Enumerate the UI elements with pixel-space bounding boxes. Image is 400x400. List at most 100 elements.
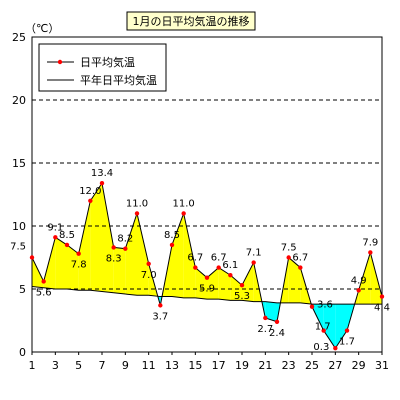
daily-temperature-point <box>181 211 186 216</box>
above-normal-area <box>32 257 44 288</box>
daily-temperature-point <box>193 265 198 270</box>
title-text: 1月の日平均気温の推移 <box>133 14 250 28</box>
data-label: 0.3 <box>313 342 329 353</box>
data-label: 7.1 <box>246 248 262 259</box>
y-tick-label: 20 <box>12 94 26 107</box>
data-label: 7.9 <box>362 237 378 248</box>
above-normal-area <box>230 275 242 301</box>
legend-daily-label: 日平均気温 <box>80 55 135 69</box>
below-normal-area <box>323 304 336 349</box>
data-label: 2.7 <box>257 324 273 335</box>
above-normal-area <box>218 267 231 301</box>
x-tick-label: 15 <box>188 359 202 372</box>
daily-temperature-point <box>158 303 163 308</box>
x-tick-label: 29 <box>352 359 366 372</box>
data-label: 1.7 <box>315 322 331 333</box>
daily-temperature-point <box>239 283 245 288</box>
daily-temperature-point <box>286 255 291 260</box>
legend-box <box>38 43 167 92</box>
daily-temperature-point <box>53 235 58 240</box>
above-normal-area <box>67 244 79 291</box>
daily-temperature-point <box>356 288 361 293</box>
data-label: 11.0 <box>126 198 148 209</box>
x-tick-label: 23 <box>282 359 296 372</box>
data-label: 4.4 <box>374 303 390 314</box>
x-tick-label: 13 <box>165 359 179 372</box>
below-normal-area <box>265 301 277 322</box>
daily-temperature-point <box>333 346 338 351</box>
daily-temperature-point <box>64 242 70 248</box>
daily-temperature-point <box>344 328 350 333</box>
label-layer: 7.55.69.18.57.812.013.48.38.211.07.03.78… <box>10 168 390 353</box>
daily-temperature-point <box>204 275 210 280</box>
daily-temperature-point <box>309 304 315 309</box>
above-normal-area <box>288 257 301 303</box>
data-label: 8.5 <box>59 230 75 241</box>
series-layer <box>29 180 385 351</box>
data-label: 7.5 <box>10 242 26 253</box>
daily-temperature-point <box>146 261 151 266</box>
x-tick-label: 7 <box>99 359 106 372</box>
x-tick-label: 17 <box>212 359 226 372</box>
data-label: 5.9 <box>199 284 215 295</box>
daily-temperature-point <box>263 315 268 321</box>
x-tick-label: 11 <box>142 359 156 372</box>
x-tick-label: 31 <box>375 359 389 372</box>
daily-temperature-point <box>76 251 81 256</box>
above-normal-area <box>358 252 371 305</box>
data-label: 7.5 <box>281 243 297 254</box>
grid-layer <box>32 99 382 290</box>
chart-title: 1月の日平均気温の推移 <box>126 11 256 31</box>
data-label: 6.7 <box>292 253 308 264</box>
y-unit-label: （℃） <box>25 22 59 35</box>
daily-temperature-point <box>111 245 116 250</box>
y-tick-label: 15 <box>12 157 26 170</box>
daily-temperature-point <box>123 246 128 251</box>
daily-temperature-point <box>216 265 221 270</box>
above-normal-area <box>113 247 126 295</box>
above-normal-area <box>172 213 184 298</box>
data-label: 7.8 <box>71 260 87 271</box>
daily-temperature-point <box>321 328 326 333</box>
y-tick-label: 25 <box>12 31 26 44</box>
data-label: 11.0 <box>173 198 195 209</box>
data-label: 7.0 <box>141 270 157 281</box>
below-normal-area <box>335 304 347 349</box>
fill-layer <box>32 183 382 349</box>
above-normal-area <box>55 237 67 289</box>
data-label: 13.4 <box>91 168 113 179</box>
data-label: 6.1 <box>222 260 238 271</box>
data-label: 6.7 <box>211 253 227 264</box>
above-normal-area <box>137 213 149 296</box>
legend-daily-marker <box>57 59 63 65</box>
data-label: 2.4 <box>269 328 285 339</box>
daily-temperature-point <box>298 265 303 270</box>
data-label: 8.3 <box>106 253 122 264</box>
data-label: 5.3 <box>234 291 250 302</box>
data-label: 12.0 <box>79 186 101 197</box>
x-tick-label: 19 <box>235 359 249 372</box>
daily-temperature-point <box>88 198 93 203</box>
data-label: 9.1 <box>47 222 63 233</box>
daily-temperature-point <box>274 319 280 324</box>
data-label: 4.9 <box>351 275 367 286</box>
above-normal-area <box>90 183 102 292</box>
above-normal-area <box>102 183 114 293</box>
plot-frame <box>31 36 383 353</box>
daily-temperature-point <box>29 255 35 260</box>
data-label: 1.7 <box>339 337 355 348</box>
title-box <box>126 11 256 31</box>
data-label: 8.2 <box>117 234 133 245</box>
daily-temperature-point <box>99 180 105 186</box>
daily-temperature-point <box>251 260 256 265</box>
data-label: 3.7 <box>152 311 168 322</box>
y-tick-label: 0 <box>19 346 26 359</box>
daily-temperature-point <box>379 294 385 299</box>
x-tick-label: 25 <box>305 359 319 372</box>
data-label: 3.6 <box>317 300 333 311</box>
above-normal-area <box>125 213 137 296</box>
y-tick-label: 5 <box>19 283 26 296</box>
legend: 日平均気温 平年日平均気温 <box>38 43 167 92</box>
